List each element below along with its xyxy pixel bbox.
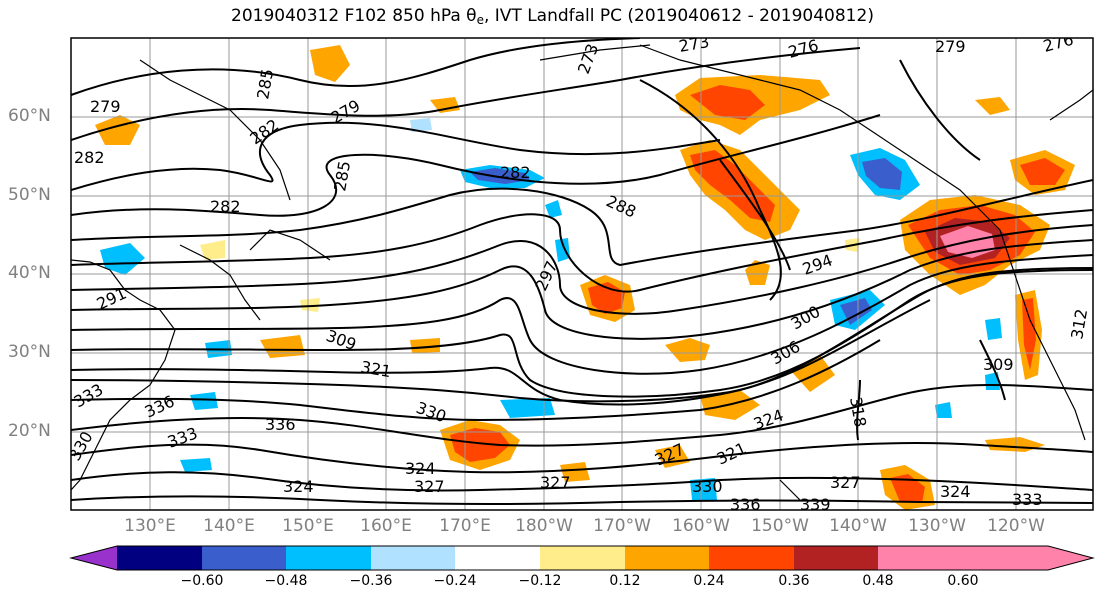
- lon-label: 160°E: [360, 516, 412, 536]
- lon-label: 150°W: [751, 516, 809, 536]
- colorbar-segment: [455, 546, 540, 570]
- contour-label: 309: [983, 355, 1014, 374]
- shading-darkblue-patch: [862, 158, 902, 190]
- lon-label: 140°E: [203, 516, 255, 536]
- colorbar-tick-label: −0.36: [349, 573, 393, 589]
- colorbar-tick-label: 0.48: [862, 573, 894, 589]
- colorbar-tick-label: −0.48: [264, 573, 308, 589]
- lon-label: 150°E: [282, 516, 334, 536]
- shading-orange-patch: [430, 97, 460, 113]
- colorbar-segment: [202, 546, 286, 570]
- contour-label: 279: [90, 97, 121, 116]
- lon-label: 130°E: [124, 516, 176, 536]
- contour-label: 324: [405, 459, 436, 478]
- shading-orange-patch: [560, 462, 590, 482]
- contour-label: 339: [800, 495, 831, 514]
- colorbar-segment: [286, 546, 371, 570]
- contour-label: 327: [540, 473, 571, 492]
- shading-yellow-patch: [200, 240, 225, 260]
- shading-red-patch: [890, 474, 925, 503]
- colorbar-tick-label: −0.24: [433, 573, 477, 589]
- contour-label: 276: [786, 36, 820, 62]
- lat-label: 20°N: [8, 421, 51, 441]
- shading-orange-patch: [310, 45, 350, 82]
- colorbar-tick-label: 0.36: [778, 573, 810, 589]
- colorbar-segment: [117, 546, 202, 570]
- lon-label: 140°W: [829, 516, 887, 536]
- lat-label: 50°N: [8, 185, 51, 205]
- map-title: 2019040312 F102 850 hPa θe, IVT Landfall…: [231, 6, 874, 27]
- colorbar-segment: [709, 546, 794, 570]
- colorbar-extend-low: [71, 546, 117, 570]
- shading-orange-patch: [975, 97, 1010, 115]
- colorbar-segment: [540, 546, 625, 570]
- contour-label: 324: [283, 477, 314, 496]
- shading-blue-patch: [555, 238, 570, 262]
- shading-blue-patch: [690, 478, 717, 500]
- shading-yellow-patch: [300, 298, 320, 312]
- lon-label: 170°W: [593, 516, 651, 536]
- shading-lightblue-patch: [410, 118, 432, 132]
- colorbar-tick-label: −0.12: [518, 573, 562, 589]
- shading-red-patch: [690, 85, 765, 120]
- contour-label: 336: [730, 495, 761, 514]
- shading-blue-patch: [500, 398, 555, 418]
- colorbar-tick-label: −0.60: [180, 573, 224, 589]
- colorbar-segment: [794, 546, 878, 570]
- contour-label: 282: [74, 148, 105, 167]
- map-frame: [70, 37, 1094, 511]
- colorbar-segment: [625, 546, 709, 570]
- contour-label: 282: [500, 163, 531, 182]
- shading-orange-patch: [260, 335, 305, 358]
- contour-label: 282: [210, 197, 241, 216]
- colorbar-outline: [69, 545, 1095, 571]
- contour-label: 327: [414, 477, 445, 496]
- shading-blue-patch: [935, 402, 952, 418]
- theta-e-contours: [71, 38, 1093, 506]
- shading-orange-patch: [745, 260, 770, 285]
- shading-red-patch: [1022, 298, 1036, 370]
- lon-label: 130°W: [908, 516, 966, 536]
- shading-red-patch: [690, 150, 775, 222]
- lon-label: 120°W: [987, 516, 1045, 536]
- shading-blue-patch: [100, 243, 145, 275]
- lat-label: 30°N: [8, 342, 51, 362]
- shading-orange-patch: [760, 92, 805, 112]
- shading-blue-patch: [190, 392, 218, 410]
- contour-label: 336: [265, 415, 296, 434]
- lat-label: 60°N: [8, 106, 51, 126]
- shading-orange-patch: [410, 338, 440, 353]
- contour-label: 279: [935, 37, 966, 56]
- contour-label: 273: [677, 32, 710, 56]
- lon-label: 180°W: [515, 516, 573, 536]
- shading-orange-patch: [665, 338, 710, 362]
- colorbar-extend-high: [963, 546, 1093, 570]
- colorbar-tick-label: 0.60: [947, 573, 979, 589]
- colorbar-tick-label: 0.24: [693, 573, 725, 589]
- contour-label: 333: [1012, 490, 1043, 509]
- contour-label: 327: [830, 473, 861, 492]
- contour-label: 330: [692, 477, 723, 496]
- shading-blue-patch: [180, 458, 212, 472]
- shading-orange-patch: [790, 355, 835, 392]
- shading-blue-patch: [985, 318, 1002, 340]
- lat-label: 40°N: [8, 263, 51, 283]
- contour-label: 324: [940, 482, 971, 501]
- lon-label: 160°W: [672, 516, 730, 536]
- shading-red-patch: [1020, 158, 1065, 185]
- shading-blue-patch: [545, 200, 562, 218]
- lon-label: 170°E: [439, 516, 491, 536]
- colorbar-segment: [878, 546, 963, 570]
- colorbar-segment: [371, 546, 455, 570]
- colorbar-tick-label: 0.12: [609, 573, 641, 589]
